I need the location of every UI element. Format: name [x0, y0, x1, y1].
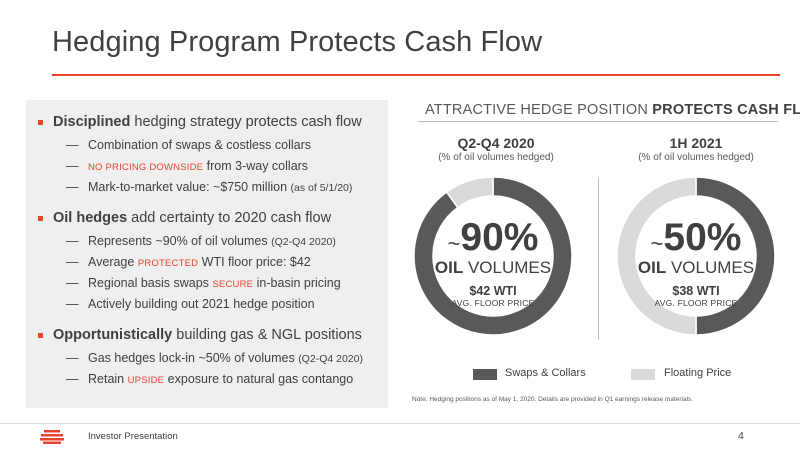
sub-bullet: — Represents ~90% of oil volumes (Q2-Q4 2… [66, 234, 336, 248]
column-divider [598, 178, 599, 340]
page-number: 4 [738, 430, 744, 442]
wti-floor-price: $38 WTI [672, 284, 720, 298]
wti-floor-price: $42 WTI [469, 284, 517, 298]
footer-label: Investor Presentation [88, 431, 178, 442]
sub-bullet: — Actively building out 2021 hedge positi… [66, 297, 315, 311]
heading-rule [418, 121, 778, 122]
sub-bullet: — Regional basis swaps SECURE in-basin pr… [66, 276, 341, 290]
floor-label: AVG. FLOOR PRICE [654, 298, 738, 308]
donut-center-2021: ~50% OIL VOLUMES $38 WTI AVG. FLOOR PRIC… [626, 216, 766, 309]
sub-bullet: — Average PROTECTED WTI floor price: $42 [66, 255, 311, 269]
legend-label-floating: Floating Price [664, 367, 732, 379]
legend-label-swaps: Swaps & Collars [505, 367, 586, 379]
footnote: Note: Hedging positions as of May 1, 202… [412, 396, 694, 403]
legend-swatch-floating [631, 369, 655, 380]
donut-center-2020: ~90% OIL VOLUMES $42 WTI AVG. FLOOR PRIC… [423, 216, 563, 309]
column-subtitle: (% of oil volumes hedged) [438, 152, 554, 163]
column-subtitle: (% of oil volumes hedged) [638, 152, 754, 163]
bullet-text: building gas & NGL positions [172, 327, 362, 343]
hedge-position-heading: ATTRACTIVE HEDGE POSITION PROTECTS CASH … [425, 102, 800, 118]
sub-bullet: — Gas hedges lock-in ~50% of volumes (Q2-… [66, 351, 363, 365]
column-title: 1H 2021 [669, 135, 723, 151]
title-underline [52, 74, 780, 76]
column-head-2021: 1H 2021 (% of oil volumes hedged) [606, 135, 786, 163]
sub-bullet: — NO PRICING DOWNSIDE from 3-way collars [66, 159, 309, 173]
sub-bullet: — Retain UPSIDE exposure to natural gas c… [66, 372, 354, 386]
column-title: Q2-Q4 2020 [457, 135, 535, 151]
bullet-text: add certainty to 2020 cash flow [127, 210, 332, 226]
bullet-marker [38, 216, 43, 221]
sub-bullet: — Mark-to-market value: ~$750 million (as… [66, 180, 353, 194]
floor-label: AVG. FLOOR PRICE [451, 298, 535, 308]
key-points-panel: Disciplined hedging strategy protects ca… [26, 100, 388, 408]
bullet-bold: Opportunistically [53, 327, 173, 343]
bullet-marker [38, 333, 43, 338]
bullet-bold: Oil hedges [53, 210, 128, 226]
bullet-marker [38, 120, 43, 125]
footer-rule [0, 423, 800, 424]
company-logo-icon [40, 430, 64, 444]
hedged-percent: 50% [663, 216, 742, 259]
legend-swatch-swaps [473, 369, 497, 380]
hedged-percent: 90% [460, 216, 539, 259]
column-head-2020: Q2-Q4 2020 (% of oil volumes hedged) [406, 135, 586, 163]
donut-slice-floating-price [445, 176, 494, 209]
bullet-text: hedging strategy protects cash flow [130, 114, 362, 130]
slide-title: Hedging Program Protects Cash Flow [52, 26, 543, 58]
bullet-bold: Disciplined [53, 114, 131, 130]
sub-bullet: — Combination of swaps & costless collars [66, 138, 312, 152]
